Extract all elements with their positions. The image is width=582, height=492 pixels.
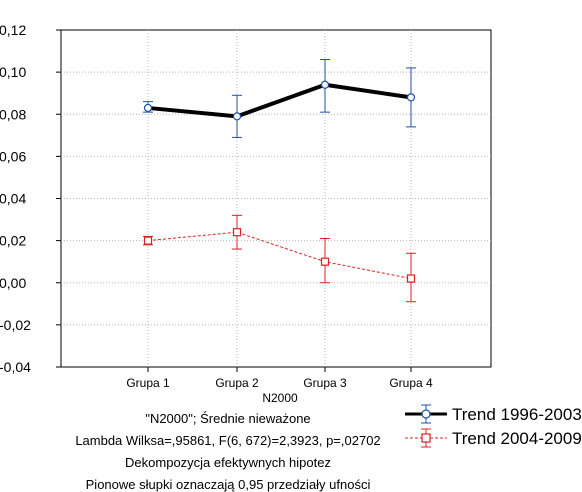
data-point: [143, 103, 153, 113]
series-line: [147, 231, 412, 280]
plot-area: [60, 29, 492, 368]
series-2: [143, 214, 416, 303]
captions: "N2000"; Średnie nieważone Lambda Wilksa=…: [75, 411, 380, 492]
caption-line: Lambda Wilksa=,95861, F(6, 672)=2,3923, …: [75, 433, 380, 448]
caption-line: Pionowe słupki oznaczają 0,95 przedziały…: [86, 477, 371, 492]
data-point: [406, 274, 416, 283]
x-axis: Grupa 1 Grupa 2 Grupa 3 Grupa 4: [126, 367, 433, 390]
grid: [61, 30, 491, 367]
x-tick-label: Grupa 1: [126, 376, 170, 390]
legend-label: Trend 2004-2009: [452, 429, 582, 448]
legend-item: Trend 2004-2009: [405, 428, 582, 448]
data-point: [232, 228, 242, 237]
x-tick-label: Grupa 3: [303, 376, 347, 390]
legend: Trend 1996-2003 Trend 2004-2009: [405, 404, 582, 448]
x-tick-label: Grupa 2: [215, 376, 259, 390]
series-1: [143, 58, 416, 138]
legend-label: Trend 1996-2003: [452, 405, 582, 424]
y-tick-label: 0,10: [0, 64, 26, 80]
data-point: [143, 236, 153, 245]
y-tick-label: 0,04: [0, 191, 26, 207]
data-point: [320, 80, 330, 89]
y-tick-label: 0,08: [0, 106, 26, 122]
caption-line: Dekompozycja efektywnych hipotez: [125, 455, 331, 470]
x-axis-title: N2000: [262, 391, 298, 405]
x-tick-label: Grupa 4: [389, 376, 433, 390]
series-group: [143, 58, 416, 303]
legend-swatch-marker: [421, 433, 431, 443]
y-tick-label: -0,04: [0, 359, 31, 375]
y-tick-label: 0,00: [0, 275, 26, 291]
y-tick-label: -0,02: [0, 317, 31, 333]
data-point: [406, 93, 416, 102]
y-tick-label: 0,02: [0, 233, 26, 249]
y-axis: -0,04 -0,02 0,00 0,02 0,04 0,06 0,08 0,10 0,12: [0, 22, 61, 375]
data-point: [320, 257, 330, 266]
legend-item: Trend 1996-2003: [405, 404, 582, 424]
legend-swatch-marker: [421, 409, 431, 419]
series-line: [147, 82, 412, 119]
y-tick-label: 0,06: [0, 148, 26, 164]
y-tick-label: 0,12: [0, 22, 26, 38]
data-point: [232, 112, 242, 121]
caption-line: "N2000"; Średnie nieważone: [145, 411, 310, 426]
